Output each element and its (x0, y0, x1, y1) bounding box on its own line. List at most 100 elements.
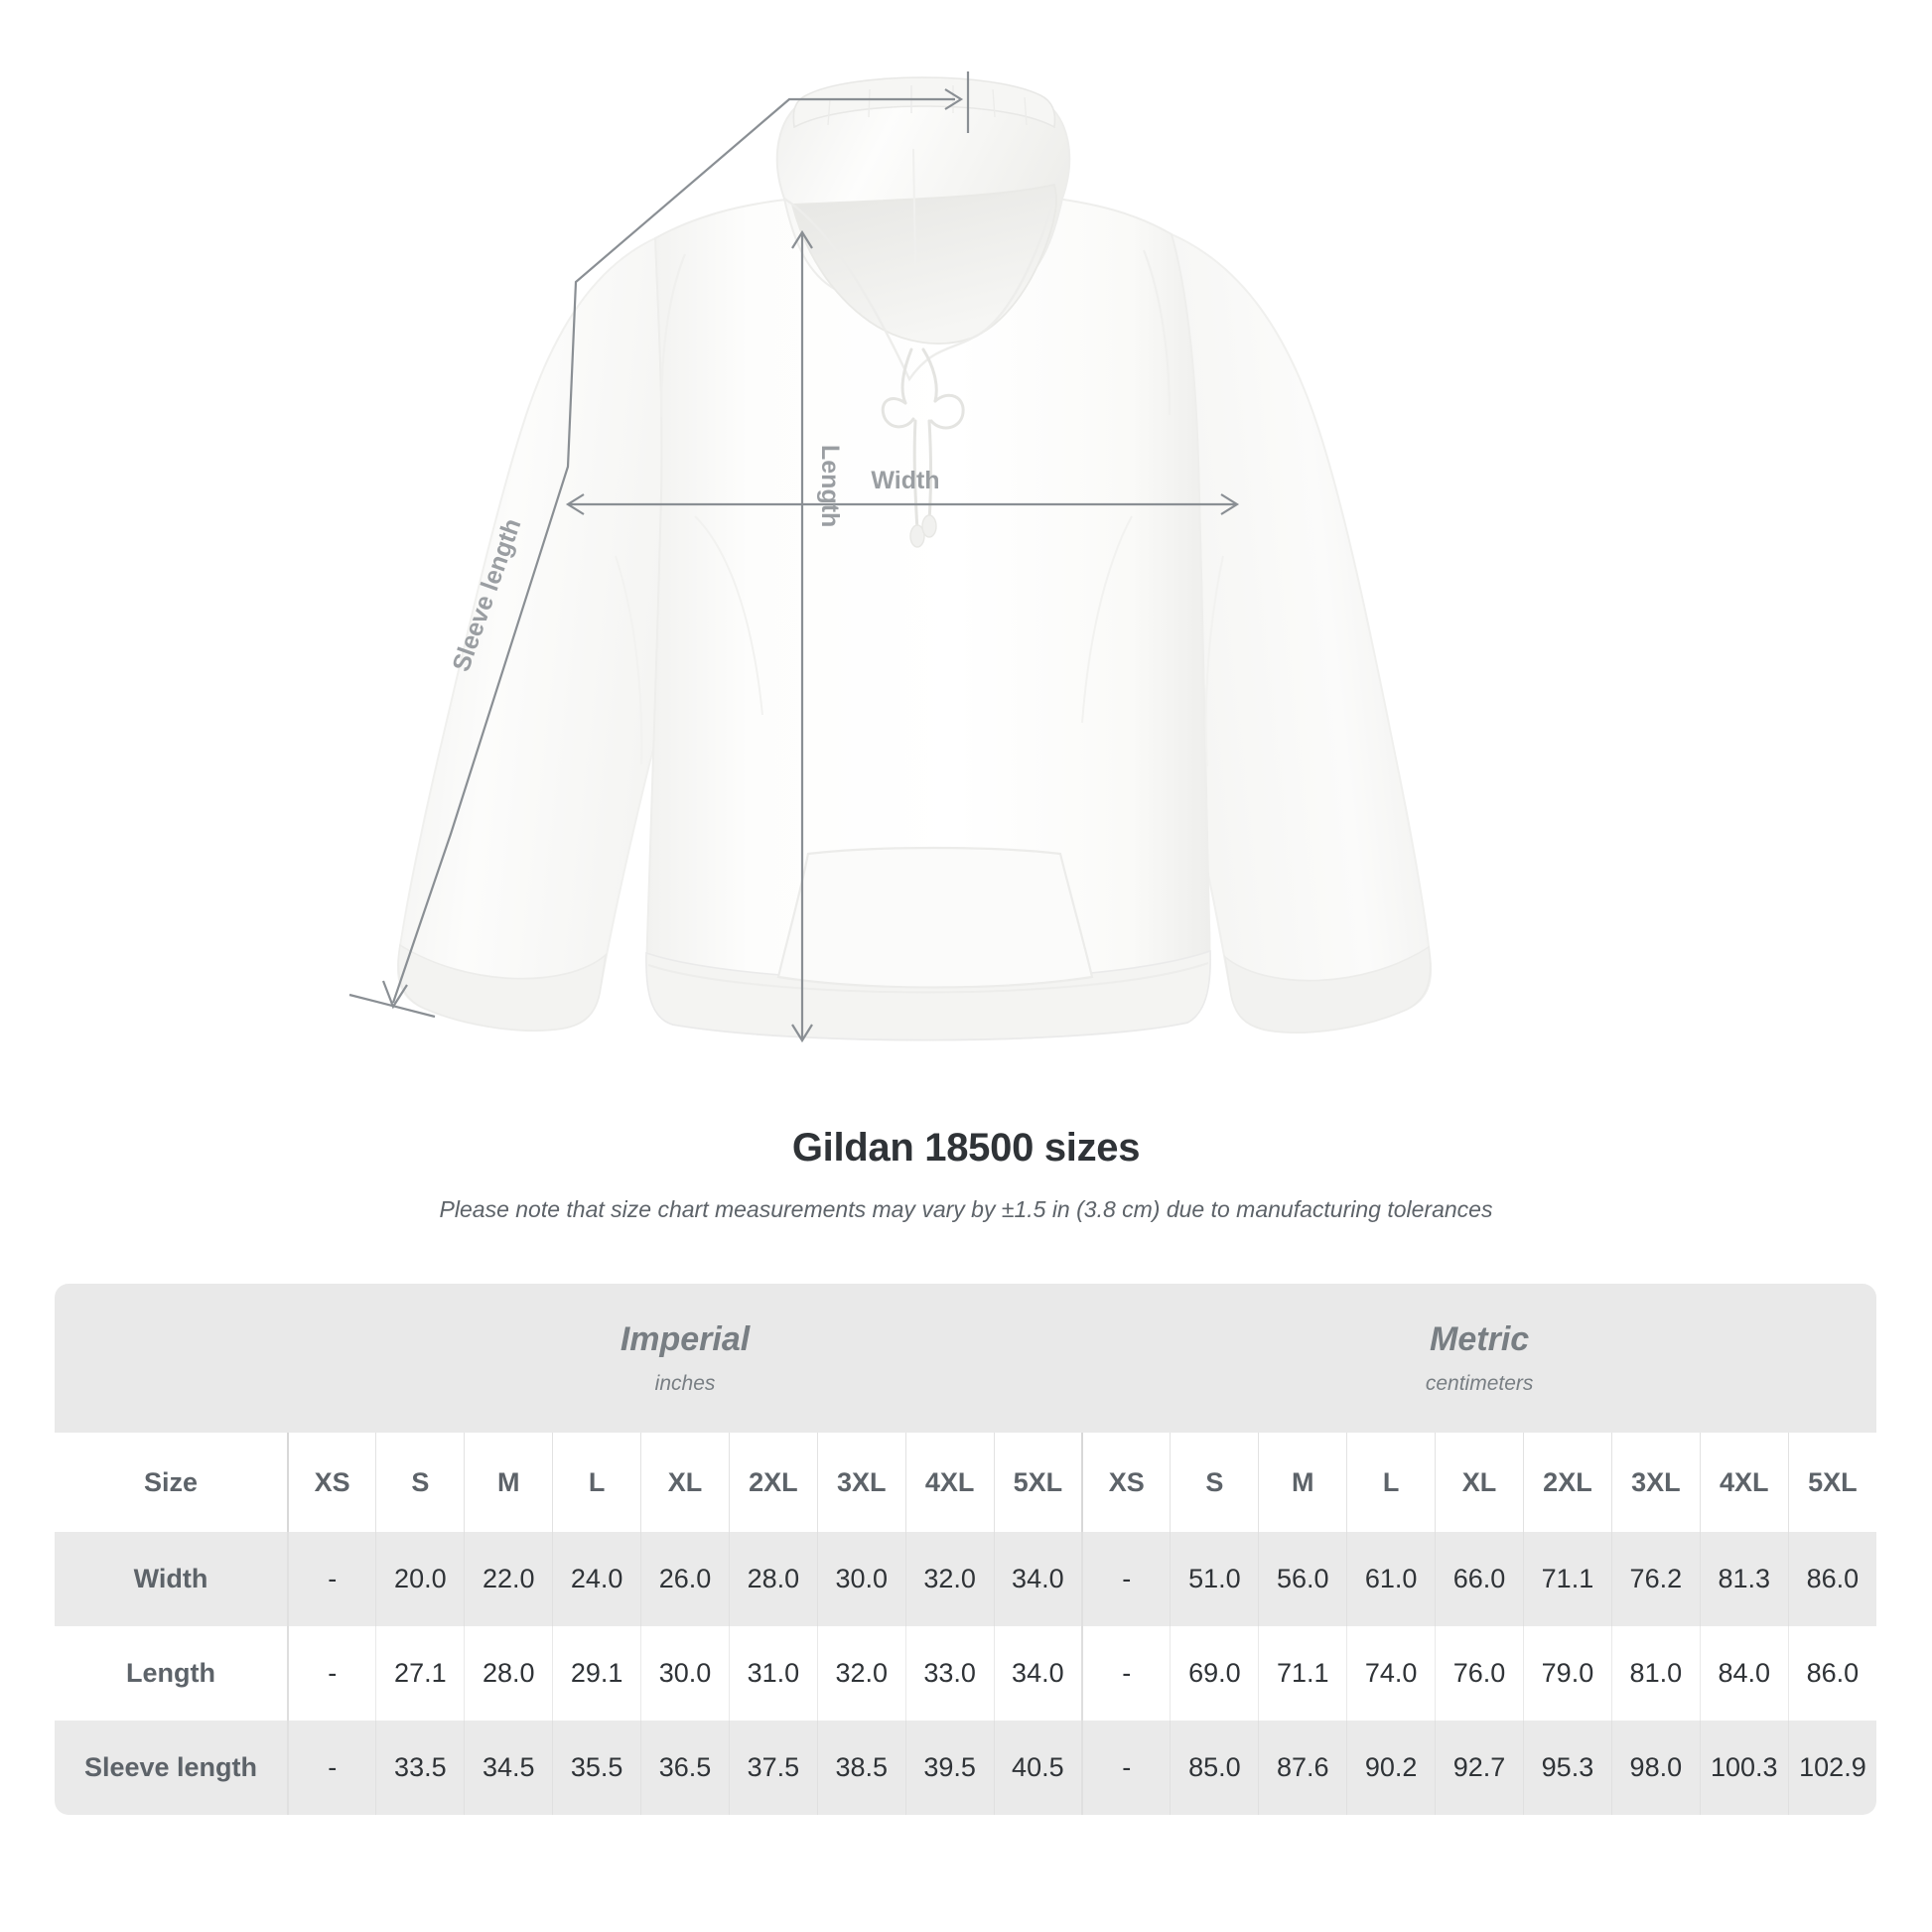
width-metric-5xl: 86.0 (1787, 1532, 1877, 1626)
measurement-guides (348, 71, 1240, 1043)
width-metric-s: 51.0 (1170, 1532, 1259, 1626)
header-imperial-3xl: 3XL (816, 1433, 906, 1532)
sleeve-metric-xs: - (1081, 1721, 1171, 1815)
table-row-length: Length - 27.1 28.0 29.1 30.0 31.0 32.0 3… (55, 1626, 1877, 1721)
width-imperial-4xl: 32.0 (904, 1532, 995, 1626)
sleeve-metric-2xl: 95.3 (1523, 1721, 1612, 1815)
width-imperial-l: 24.0 (552, 1532, 641, 1626)
sleeve-imperial-2xl: 37.5 (728, 1721, 818, 1815)
banner-spacer (55, 1284, 288, 1433)
sleeve-imperial-s: 33.5 (375, 1721, 465, 1815)
row-header-size: Size (55, 1433, 288, 1532)
sleeve-imperial-4xl: 39.5 (904, 1721, 995, 1815)
width-metric-3xl: 76.2 (1610, 1532, 1701, 1626)
length-metric-4xl: 84.0 (1699, 1626, 1789, 1721)
tolerance-note: Please note that size chart measurements… (439, 1196, 1493, 1222)
length-metric-xl: 76.0 (1435, 1626, 1524, 1721)
hoodie-illustration: Length Width Sleeve length (348, 71, 1433, 1043)
sleeve-metric-l: 90.2 (1346, 1721, 1436, 1815)
sleeve-guide (391, 97, 955, 1004)
size-table-wrapper: Imperial inches Metric centimeters Size … (55, 1284, 1877, 1815)
header-imperial-4xl: 4XL (904, 1433, 995, 1532)
header-metric-xs: XS (1081, 1433, 1171, 1532)
width-imperial-xs: - (287, 1532, 376, 1626)
cuff-tick (348, 993, 436, 1019)
header-imperial-s: S (375, 1433, 465, 1532)
sleeve-imperial-m: 34.5 (464, 1721, 553, 1815)
length-imperial-xl: 30.0 (640, 1626, 730, 1721)
length-metric-5xl: 86.0 (1787, 1626, 1877, 1721)
length-imperial-5xl: 34.0 (993, 1626, 1083, 1721)
unit-system-metric: Metric centimeters (1082, 1284, 1877, 1433)
table-row-width: Width - 20.0 22.0 24.0 26.0 28.0 30.0 32… (55, 1532, 1877, 1626)
row-label-width: Width (55, 1532, 288, 1626)
unit-system-banner: Imperial inches Metric centimeters (55, 1284, 1877, 1433)
header-imperial-m: M (464, 1433, 553, 1532)
header-metric-2xl: 2XL (1523, 1433, 1612, 1532)
header-metric-l: L (1346, 1433, 1436, 1532)
header-imperial-2xl: 2XL (728, 1433, 818, 1532)
header-metric-4xl: 4XL (1699, 1433, 1789, 1532)
header-imperial-l: L (552, 1433, 641, 1532)
width-metric-xs: - (1081, 1532, 1171, 1626)
width-metric-xl: 66.0 (1435, 1532, 1524, 1626)
length-imperial-3xl: 32.0 (816, 1626, 906, 1721)
sleeve-metric-5xl: 102.9 (1787, 1721, 1877, 1815)
width-imperial-5xl: 34.0 (993, 1532, 1083, 1626)
length-metric-xs: - (1081, 1626, 1171, 1721)
unit-system-imperial: Imperial inches (288, 1284, 1083, 1433)
width-metric-l: 61.0 (1346, 1532, 1436, 1626)
width-metric-4xl: 81.3 (1699, 1532, 1789, 1626)
sleeve-metric-4xl: 100.3 (1699, 1721, 1789, 1815)
length-metric-m: 71.1 (1258, 1626, 1347, 1721)
length-metric-s: 69.0 (1170, 1626, 1259, 1721)
sleeve-imperial-3xl: 38.5 (816, 1721, 906, 1815)
sleeve-metric-xl: 92.7 (1435, 1721, 1524, 1815)
width-metric-2xl: 71.1 (1523, 1532, 1612, 1626)
header-imperial-xl: XL (640, 1433, 730, 1532)
sleeve-metric-s: 85.0 (1170, 1721, 1259, 1815)
sleeve-imperial-5xl: 40.5 (993, 1721, 1083, 1815)
length-label: Length (816, 445, 844, 527)
length-imperial-m: 28.0 (464, 1626, 553, 1721)
width-imperial-xl: 26.0 (640, 1532, 730, 1626)
unit-system-metric-name: Metric (1430, 1319, 1530, 1358)
width-imperial-s: 20.0 (375, 1532, 465, 1626)
hoodie-graphic (396, 76, 1433, 1041)
row-label-length: Length (55, 1626, 288, 1721)
width-label: Width (871, 467, 939, 494)
sleeve-imperial-l: 35.5 (552, 1721, 641, 1815)
header-metric-xl: XL (1435, 1433, 1524, 1532)
width-imperial-3xl: 30.0 (816, 1532, 906, 1626)
header-metric-5xl: 5XL (1787, 1433, 1877, 1532)
sleeve-imperial-xl: 36.5 (640, 1721, 730, 1815)
unit-system-imperial-name: Imperial (620, 1319, 751, 1358)
header-imperial-xs: XS (287, 1433, 376, 1532)
width-metric-m: 56.0 (1258, 1532, 1347, 1626)
header-imperial-5xl: 5XL (993, 1433, 1083, 1532)
size-header-row: Size XS S M L XL 2XL 3XL 4XL 5XL XS S M … (55, 1433, 1877, 1532)
length-imperial-4xl: 33.0 (904, 1626, 995, 1721)
length-metric-l: 74.0 (1346, 1626, 1436, 1721)
sleeve-metric-3xl: 98.0 (1610, 1721, 1701, 1815)
length-imperial-2xl: 31.0 (728, 1626, 818, 1721)
table-row-sleeve-length: Sleeve length - 33.5 34.5 35.5 36.5 37.5… (55, 1721, 1877, 1815)
size-table: Imperial inches Metric centimeters Size … (55, 1284, 1877, 1815)
length-imperial-xs: - (287, 1626, 376, 1721)
length-imperial-s: 27.1 (375, 1626, 465, 1721)
sleeve-metric-m: 87.6 (1258, 1721, 1347, 1815)
header-metric-s: S (1170, 1433, 1259, 1532)
unit-system-imperial-unit: inches (654, 1371, 716, 1395)
length-metric-3xl: 81.0 (1610, 1626, 1701, 1721)
row-label-sleeve-length: Sleeve length (55, 1721, 288, 1815)
length-imperial-l: 29.1 (552, 1626, 641, 1721)
header-metric-3xl: 3XL (1610, 1433, 1701, 1532)
length-metric-2xl: 79.0 (1523, 1626, 1612, 1721)
title-block: Gildan 18500 sizes Please note that size… (0, 1124, 1932, 1225)
sleeve-imperial-xs: - (287, 1721, 376, 1815)
width-imperial-m: 22.0 (464, 1532, 553, 1626)
width-imperial-2xl: 28.0 (728, 1532, 818, 1626)
page-title: Gildan 18500 sizes (791, 1126, 1141, 1170)
header-metric-m: M (1258, 1433, 1347, 1532)
